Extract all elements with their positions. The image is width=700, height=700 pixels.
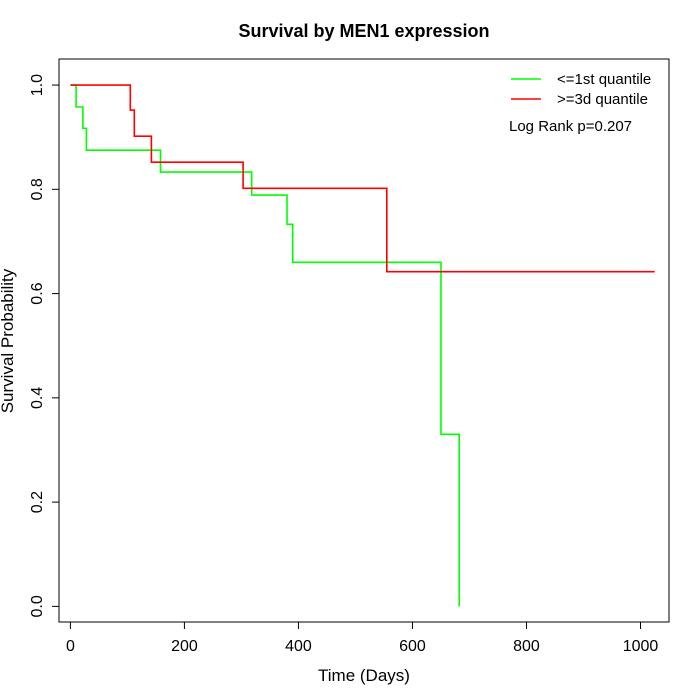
y-tick-label: 0.0 xyxy=(29,595,46,617)
log-rank-annotation: Log Rank p=0.207 xyxy=(509,118,632,135)
survival-curves xyxy=(70,84,655,607)
y-tick-label: 0.6 xyxy=(29,282,46,304)
x-tick-label: 800 xyxy=(513,638,540,655)
x-tick-label: 1000 xyxy=(623,638,659,655)
y-axis-label: Survival Probability xyxy=(0,268,17,413)
y-tick-label: 1.0 xyxy=(29,74,46,96)
x-tick-label: 400 xyxy=(285,638,312,655)
legend-label-1: <=1st quantile xyxy=(557,71,651,88)
x-axis-label: Time (Days) xyxy=(318,666,410,685)
x-tick-label: 600 xyxy=(399,638,426,655)
legend-label-2: >=3d quantile xyxy=(557,91,648,108)
series-line-1 xyxy=(70,84,461,607)
y-axis: 0.0 0.2 0.4 0.6 0.8 1.0 xyxy=(29,74,60,617)
legend: <=1st quantile >=3d quantile xyxy=(511,71,651,108)
x-axis: 0 200 400 600 800 1000 xyxy=(66,621,659,655)
plot-area-frame xyxy=(58,58,670,623)
y-tick-label: 0.2 xyxy=(29,491,46,513)
x-tick-label: 0 xyxy=(66,638,75,655)
y-tick-label: 0.8 xyxy=(29,178,46,200)
x-tick-label: 200 xyxy=(171,638,198,655)
series-line-2 xyxy=(70,84,655,273)
chart-title: Survival by MEN1 expression xyxy=(238,21,489,41)
y-tick-label: 0.4 xyxy=(29,387,46,409)
